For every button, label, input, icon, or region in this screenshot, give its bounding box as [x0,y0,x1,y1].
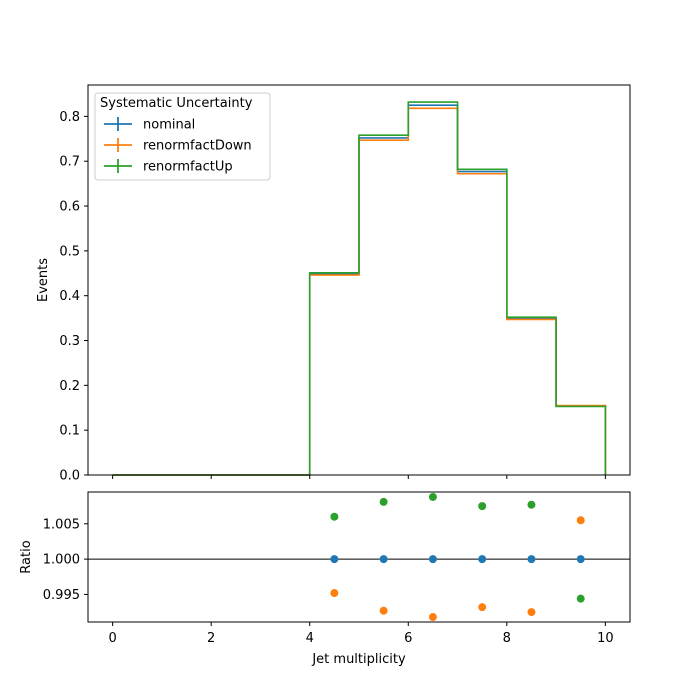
main-y-axis-label: Events [36,258,51,302]
ratio-plot-area [88,492,630,622]
ratio-point-renormfactUp [576,594,585,603]
ratio-point-nominal [379,555,388,564]
ratio-point-renormfactDown [428,613,437,622]
ratio-y-tick-label: 0.995 [43,588,80,603]
main-y-tick-label: 0.8 [59,110,80,125]
legend-label-renormfactUp: renormfactUp [143,160,233,175]
x-tick-label: 0 [108,631,116,646]
x-tick-label: 8 [503,631,511,646]
ratio-point-nominal [330,555,339,564]
legend: Systematic Uncertainty nominal renormfact… [94,92,271,181]
ratio-y-axis-label: Ratio [19,540,34,573]
ratio-point-nominal [576,555,585,564]
main-y-tick-label: 0.5 [59,244,80,259]
x-axis-label: Jet multiplicity [311,652,406,667]
main-y-tick-label: 0.1 [59,424,80,439]
main-y-tick-label: 0.4 [59,289,80,304]
ratio-y-ticks: 0.995 1.000 1.005 [43,517,88,603]
legend-entry-nominal: nominal [104,117,195,133]
legend-title: Systematic Uncertainty [100,96,253,111]
ratio-panel: 0 2 4 6 8 10 0.995 1.000 1.005 Ratio Jet multip… [19,491,631,667]
ratio-point-renormfactUp [527,500,536,509]
ratio-point-renormfactDown [478,603,487,612]
x-tick-label: 4 [306,631,314,646]
ratio-point-nominal [428,555,437,564]
main-y-tick-label: 0.3 [59,334,80,349]
ratio-point-renormfactUp [478,502,487,511]
x-tick-label: 10 [597,631,614,646]
legend-entry-renormfactDown: renormfactDown [104,138,252,154]
legend-label-nominal: nominal [143,118,195,133]
ratio-y-tick-label: 1.000 [43,553,80,568]
ratio-point-renormfactDown [576,516,585,525]
legend-entry-renormfactUp: renormfactUp [104,159,233,175]
ratio-x-ticks: 0 2 4 6 8 10 [108,622,614,646]
main-y-tick-label: 0.6 [59,200,80,215]
ratio-point-nominal [478,555,487,564]
ratio-point-renormfactDown [527,608,536,617]
main-y-tick-label: 0.7 [59,155,80,170]
ratio-point-renormfactDown [330,589,339,598]
ratio-point-renormfactUp [330,512,339,521]
legend-box [94,92,271,181]
main-y-tick-label: 0.2 [59,379,80,394]
ratio-point-nominal [527,555,536,564]
main-y-tick-label: 0.0 [59,469,80,484]
ratio-point-renormfactUp [428,492,437,501]
ratio-axes-frame [87,491,631,623]
ratio-point-renormfactUp [379,497,388,506]
main-x-ticks [112,475,606,479]
legend-label-renormfactDown: renormfactDown [143,139,252,154]
ratio-y-tick-label: 1.005 [43,517,80,532]
legend-entries: nominal renormfactDown renormfactUp [104,117,252,175]
main-axes-frame [87,84,631,476]
ratio-point-renormfactDown [379,606,388,615]
x-tick-label: 2 [207,631,215,646]
x-tick-label: 6 [404,631,412,646]
main-panel: 0.0 0.1 0.2 0.3 0.4 0.5 0.6 0.7 0.8 Events Syste… [36,84,631,484]
main-y-ticks: 0.0 0.1 0.2 0.3 0.4 0.5 0.6 0.7 0.8 [59,110,88,484]
